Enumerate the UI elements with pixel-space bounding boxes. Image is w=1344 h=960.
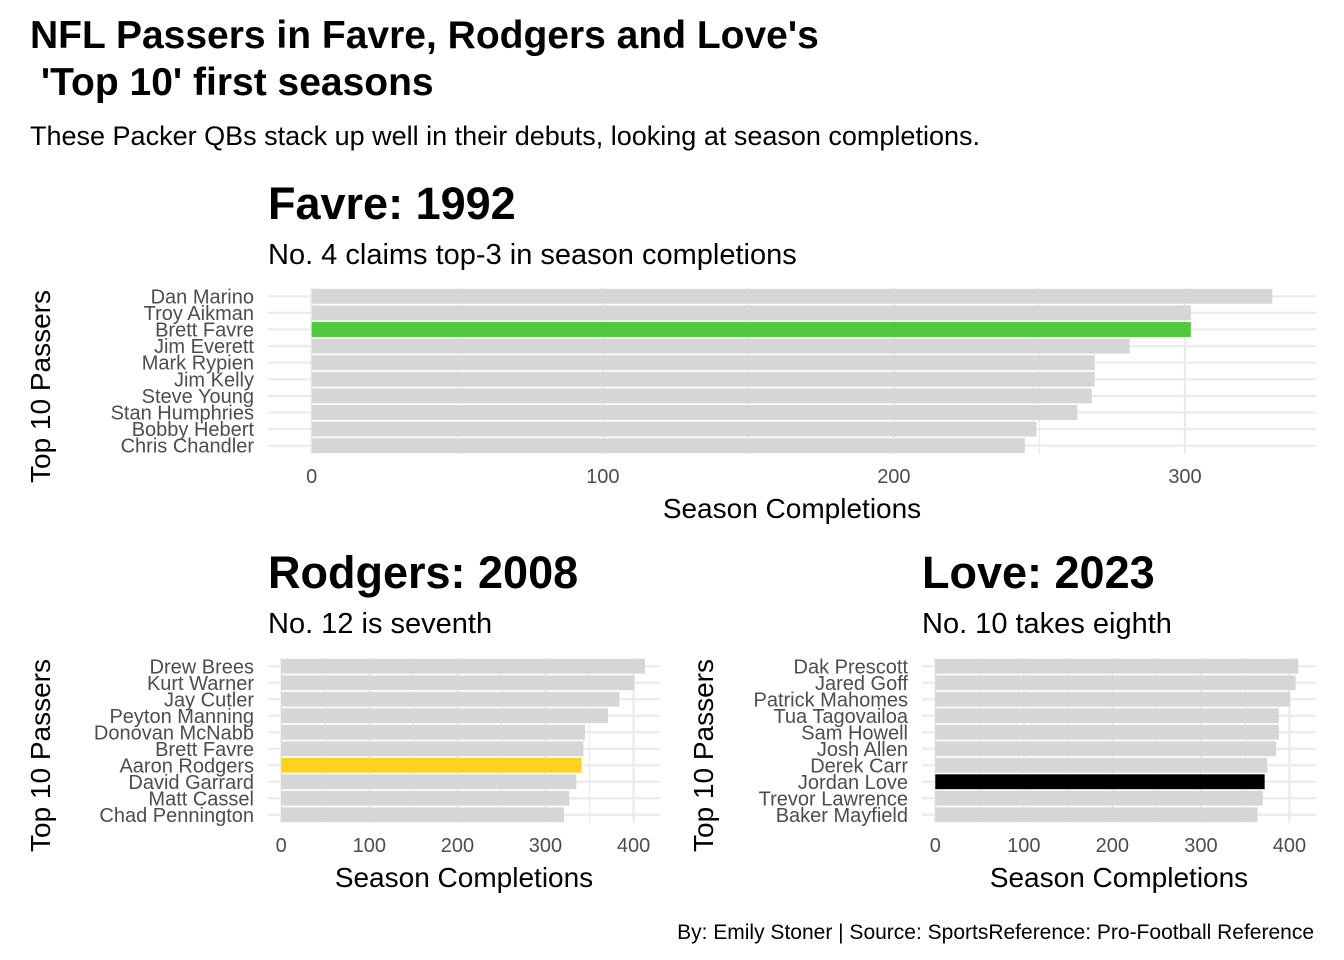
rodgers-category-label: David Garrard — [128, 772, 254, 794]
love-category-label: Sam Howell — [801, 722, 908, 744]
rodgers-category-label: Chad Pennington — [99, 805, 254, 827]
rodgers-bar — [281, 724, 586, 740]
love-bar — [935, 774, 1265, 790]
rodgers-x-axis-label: Season Completions — [335, 862, 593, 893]
rodgers-bar — [281, 675, 635, 691]
favre-bar — [311, 421, 1037, 437]
favre-panel-subtitle: No. 4 claims top-3 in season completions — [268, 239, 797, 271]
love-category-label: Trevor Lawrence — [759, 788, 908, 810]
favre-bar — [311, 288, 1273, 304]
rodgers-x-tick-label: 100 — [353, 835, 386, 857]
rodgers-bar — [281, 757, 582, 773]
favre-bar — [311, 322, 1191, 337]
love-x-axis-label: Season Completions — [990, 862, 1248, 893]
favre-x-axis-label: Season Completions — [663, 493, 921, 524]
favre-bar — [311, 388, 1092, 404]
rodgers-bar — [281, 708, 609, 724]
love-bar — [935, 807, 1258, 823]
favre-category-label: Jim Everett — [154, 336, 254, 358]
favre-category-label: Stan Humphries — [111, 403, 254, 425]
favre-x-tick-label: 200 — [877, 466, 910, 488]
rodgers-bar — [281, 774, 577, 790]
rodgers-bar — [281, 658, 646, 674]
source-caption: By: Emily Stoner | Source: SportsReferen… — [677, 921, 1314, 944]
love-bar — [935, 741, 1277, 757]
rodgers-category-label: Peyton Manning — [109, 706, 254, 728]
favre-category-label: Chris Chandler — [121, 436, 255, 458]
love-category-label: Baker Mayfield — [776, 805, 908, 827]
favre-category-label: Bobby Hebert — [132, 419, 255, 441]
favre-bar — [311, 305, 1191, 321]
love-category-label: Josh Allen — [817, 739, 908, 761]
love-category-label: Derek Carr — [810, 755, 908, 777]
love-x-tick-label: 300 — [1184, 835, 1217, 857]
rodgers-x-tick-label: 300 — [529, 835, 562, 857]
love-x-tick-label: 400 — [1273, 835, 1306, 857]
favre-category-label: Jim Kelly — [174, 369, 254, 391]
chart-subtitle: These Packer QBs stack up well in their … — [30, 121, 980, 151]
favre-x-tick-label: 100 — [586, 466, 619, 488]
rodgers-category-label: Aaron Rodgers — [119, 755, 254, 777]
love-x-tick-label: 100 — [1007, 835, 1040, 857]
love-bar — [935, 691, 1291, 707]
favre-category-label: Brett Favre — [155, 320, 254, 342]
rodgers-category-label: Matt Cassel — [148, 788, 254, 810]
love-category-label: Dak Prescott — [794, 656, 909, 678]
favre-bar — [311, 438, 1025, 454]
rodgers-category-label: Drew Brees — [150, 656, 254, 678]
rodgers-bar — [281, 790, 570, 806]
love-bar — [935, 658, 1299, 674]
rodgers-category-label: Jay Cutler — [164, 689, 254, 711]
favre-bar — [311, 371, 1095, 387]
love-category-label: Patrick Mahomes — [754, 689, 909, 711]
favre-category-label: Troy Aikman — [144, 303, 254, 325]
love-x-tick-label: 200 — [1096, 835, 1129, 857]
favre-bar — [311, 338, 1130, 354]
love-category-label: Jordan Love — [798, 772, 908, 794]
rodgers-bar — [281, 807, 564, 823]
chart-title: NFL Passers in Favre, Rodgers and Love's… — [30, 14, 819, 104]
rodgers-category-label: Donovan McNabb — [94, 722, 254, 744]
rodgers-panel-subtitle: No. 12 is seventh — [268, 608, 493, 640]
favre-x-tick-label: 0 — [306, 466, 317, 488]
rodgers-category-label: Kurt Warner — [147, 673, 254, 695]
rodgers-bar — [281, 741, 584, 757]
love-x-tick-label: 0 — [930, 835, 941, 857]
rodgers-category-label: Brett Favre — [155, 739, 254, 761]
favre-bar — [311, 405, 1078, 420]
love-bar — [935, 675, 1296, 691]
love-bar — [935, 757, 1268, 773]
rodgers-x-tick-label: 0 — [276, 835, 287, 857]
favre-bar — [311, 355, 1095, 371]
love-panel-title: Love: 2023 — [922, 547, 1155, 598]
favre-panel-title: Favre: 1992 — [268, 178, 516, 229]
love-bar — [935, 708, 1279, 724]
rodgers-bar — [281, 691, 620, 707]
rodgers-x-tick-label: 400 — [617, 835, 650, 857]
love-bar — [935, 724, 1279, 740]
favre-category-label: Mark Rypien — [142, 353, 254, 375]
favre-category-label: Steve Young — [142, 386, 254, 408]
rodgers-x-tick-label: 200 — [441, 835, 474, 857]
love-category-label: Tua Tagovailoa — [773, 706, 908, 728]
rodgers-panel-title: Rodgers: 2008 — [268, 547, 579, 598]
love-category-label: Jared Goff — [815, 673, 908, 695]
favre-category-label: Dan Marino — [151, 286, 254, 308]
love-bar — [935, 790, 1263, 806]
favre-x-tick-label: 300 — [1168, 466, 1201, 488]
love-panel-subtitle: No. 10 takes eighth — [922, 608, 1172, 640]
